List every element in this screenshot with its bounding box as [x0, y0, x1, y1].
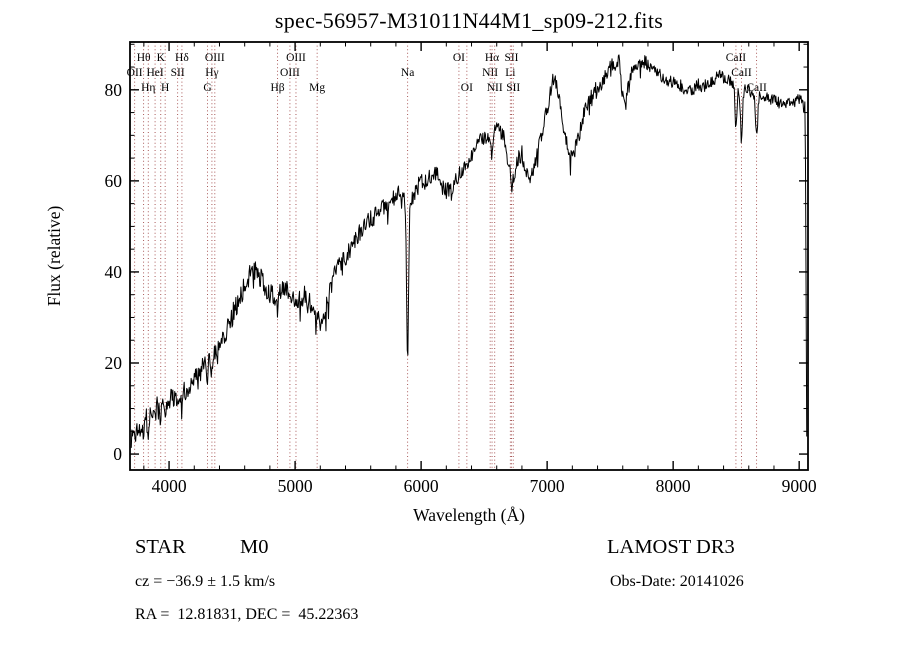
spectrum-path [130, 54, 808, 448]
axis-box [129, 41, 809, 471]
spectral-line-label: OI [461, 82, 473, 94]
spectral-line-label: Hα [485, 52, 499, 64]
y-tick-label: 0 [113, 444, 122, 464]
y-tick-label: 80 [105, 80, 123, 100]
spectral-line-label: Hδ [175, 52, 189, 64]
x-axis-label: Wavelength (Å) [413, 505, 525, 525]
spectral-line-label: Hη [141, 82, 155, 94]
object-class-label: STAR [135, 536, 186, 558]
x-tick-label: 8000 [656, 476, 691, 496]
spectral-line-label: SII [171, 67, 185, 79]
ra-dec: RA = 12.81831, DEC = 45.22363 [135, 606, 359, 623]
spectral-line-label: K [157, 52, 166, 64]
y-tick-label: 60 [105, 171, 123, 191]
spectral-line-label: OII [127, 67, 143, 79]
spectral-line-label: Hβ [270, 82, 284, 94]
x-tick-label: 9000 [782, 476, 817, 496]
spectral-line-label: H [161, 82, 169, 94]
x-tick-label: 7000 [530, 476, 565, 496]
spectral-line-label: Hθ [137, 52, 151, 64]
spectral-line-label: OI [453, 52, 465, 64]
spectral-line-label: OIII [286, 52, 306, 64]
subclass-label: M0 [240, 536, 269, 558]
spectral-line-label: OIII [280, 67, 300, 79]
spectral-line-label: CaII [726, 52, 747, 64]
cz-value: cz = −36.9 ± 1.5 km/s [135, 573, 276, 590]
spectral-line-label: SII [504, 52, 518, 64]
spectrum-plot-canvas: Wavelength (Å) Flux (relative) OII Hθ Hη He… [44, 41, 817, 525]
spectral-line-label: Mg [309, 82, 325, 94]
y-axis-label: Flux (relative) [44, 206, 64, 307]
spectral-line-label: CaII [731, 67, 752, 79]
y-tick-label: 20 [105, 353, 123, 373]
x-tick-label: 5000 [278, 476, 313, 496]
x-tick-label: 6000 [404, 476, 439, 496]
obs-date: Obs-Date: 20141026 [610, 573, 744, 590]
spectral-line-label: NII [482, 67, 498, 79]
spectral-line-label: SII [506, 82, 520, 94]
spectral-line-label: Hγ [205, 67, 218, 79]
spectral-line-label: Na [401, 67, 414, 79]
spectral-line-label: HeI [146, 67, 163, 79]
survey-release-label: LAMOST DR3 [607, 536, 735, 558]
spectral-line-label: G [203, 82, 211, 94]
x-tick-label: 4000 [152, 476, 187, 496]
plot-title: spec-56957-M31011N44M1_sp09-212.fits [274, 8, 664, 33]
spectral-line-label: Li [505, 67, 515, 79]
spectral-line-label: OIII [205, 52, 225, 64]
y-tick-label: 40 [105, 262, 123, 282]
spectral-line-label: NII [487, 82, 503, 94]
